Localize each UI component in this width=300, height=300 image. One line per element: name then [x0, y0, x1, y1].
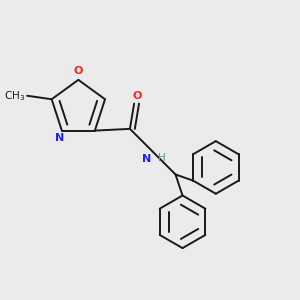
Text: N: N [56, 134, 65, 143]
Text: N: N [142, 154, 151, 164]
Text: O: O [133, 91, 142, 101]
Text: CH$_3$: CH$_3$ [4, 89, 26, 103]
Text: O: O [74, 66, 83, 76]
Text: H: H [158, 153, 165, 163]
